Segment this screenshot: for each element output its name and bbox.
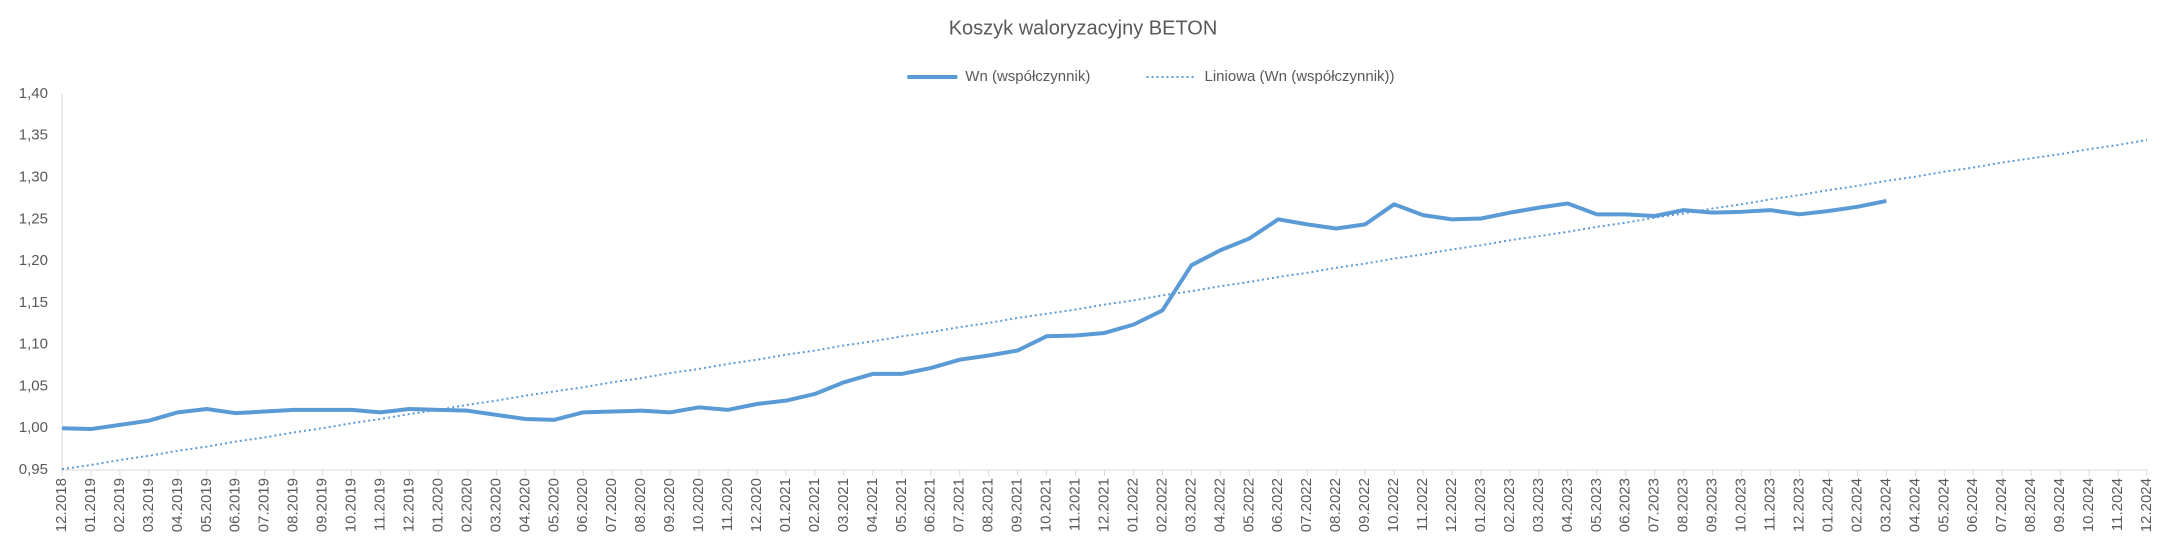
x-tick-label: 02.2024 <box>1848 478 1865 532</box>
x-tick-label: 04.2023 <box>1559 478 1576 532</box>
x-tick-label: 07.2024 <box>1993 478 2010 532</box>
x-tick-label: 08.2021 <box>980 478 997 532</box>
x-tick-label: 09.2019 <box>314 478 331 532</box>
legend-label: Wn (współczynnik) <box>965 68 1090 85</box>
y-tick-label: 1,25 <box>19 210 48 227</box>
x-tick-label: 07.2021 <box>951 478 968 532</box>
x-tick-label: 05.2023 <box>1588 478 1605 532</box>
x-tick-label: 02.2022 <box>1153 478 1170 532</box>
x-tick-label: 01.2020 <box>429 478 446 532</box>
x-tick-label: 06.2024 <box>1964 478 1981 532</box>
x-tick-label: 08.2020 <box>632 478 649 532</box>
series-line <box>61 198 1887 432</box>
x-tick-label: 04.2020 <box>516 478 533 532</box>
y-tick-label: 1,30 <box>19 169 48 186</box>
x-tick-label: 10.2021 <box>1038 478 1055 532</box>
x-tick-label: 07.2023 <box>1646 478 1663 532</box>
x-tick-label: 06.2021 <box>922 478 939 532</box>
x-tick-label: 03.2023 <box>1530 478 1547 532</box>
x-tick-label: 09.2023 <box>1704 478 1721 532</box>
x-tick-label: 11.2021 <box>1067 478 1084 531</box>
x-tick-label: 12.2023 <box>1790 478 1807 532</box>
x-tick-label: 09.2021 <box>1009 478 1026 532</box>
x-tick-label: 12.2019 <box>400 478 417 532</box>
x-tick-label: 04.2024 <box>1906 478 1923 532</box>
y-tick-label: 1,10 <box>19 336 48 353</box>
x-tick-label: 03.2022 <box>1182 478 1199 532</box>
x-tick-label: 10.2024 <box>2080 478 2097 532</box>
x-tick-label: 01.2023 <box>1472 478 1489 532</box>
x-tick-label: 03.2019 <box>140 478 157 532</box>
x-tick-label: 07.2022 <box>1298 478 1315 532</box>
x-tick-label: 01.2019 <box>82 478 99 532</box>
x-tick-label: 03.2020 <box>487 478 504 532</box>
y-tick-label: 1,35 <box>19 127 48 144</box>
x-tick-label: 12.2024 <box>2138 478 2155 532</box>
y-tick-label: 1,20 <box>19 252 48 269</box>
x-tick-label: 04.2021 <box>864 478 881 532</box>
x-tick-label: 11.2024 <box>2109 478 2126 531</box>
x-tick-label: 06.2019 <box>227 478 244 532</box>
x-tick-label: 05.2020 <box>545 478 562 532</box>
x-tick-label: 06.2023 <box>1617 478 1634 532</box>
y-tick-label: 0,95 <box>19 461 48 478</box>
x-tick-label: 05.2019 <box>198 478 215 532</box>
chart-title: Koszyk waloryzacyjny BETON <box>949 17 1218 39</box>
x-tick-label: 04.2019 <box>169 478 186 532</box>
trend-line <box>61 138 2148 471</box>
x-tick-label: 08.2022 <box>1327 478 1344 532</box>
x-tick-label: 02.2020 <box>458 478 475 532</box>
x-tick-label: 02.2019 <box>111 478 128 532</box>
x-tick-label: 01.2022 <box>1124 478 1141 532</box>
x-tick-label: 11.2023 <box>1762 478 1779 531</box>
x-tick-label: 10.2022 <box>1385 478 1402 532</box>
x-tick-label: 11.2019 <box>372 478 389 531</box>
y-tick-label: 1,40 <box>19 85 48 102</box>
x-tick-label: 06.2020 <box>574 478 591 532</box>
y-tick-label: 1,05 <box>19 377 48 394</box>
x-tick-label: 12.2021 <box>1095 478 1112 532</box>
y-tick-label: 1,15 <box>19 294 48 311</box>
x-tick-label: 05.2022 <box>1240 478 1257 532</box>
x-tick-label: 05.2021 <box>893 478 910 532</box>
x-tick-label: 07.2019 <box>256 478 273 532</box>
x-tick-label: 08.2023 <box>1675 478 1692 532</box>
x-tick-label: 01.2021 <box>777 478 794 532</box>
x-tick-label: 05.2024 <box>1935 478 1952 532</box>
x-tick-label: 06.2022 <box>1269 478 1286 532</box>
x-tick-label: 03.2021 <box>835 478 852 532</box>
x-tick-label: 02.2023 <box>1501 478 1518 532</box>
x-tick-label: 11.2020 <box>719 478 736 531</box>
y-tick-label: 1,00 <box>19 419 48 436</box>
x-tick-label: 09.2022 <box>1356 478 1373 532</box>
x-tick-label: 04.2022 <box>1211 478 1228 532</box>
x-tick-label: 09.2020 <box>661 478 678 532</box>
x-tick-label: 10.2019 <box>343 478 360 532</box>
x-tick-label: 08.2019 <box>285 478 302 532</box>
x-tick-label: 12.2018 <box>53 478 70 532</box>
x-tick-label: 12.2022 <box>1443 478 1460 532</box>
x-tick-label: 01.2024 <box>1819 478 1836 532</box>
x-tick-label: 02.2021 <box>806 478 823 532</box>
x-tick-label: 08.2024 <box>2022 478 2039 532</box>
x-tick-label: 10.2023 <box>1733 478 1750 532</box>
x-tick-label: 10.2020 <box>690 478 707 532</box>
x-tick-label: 03.2024 <box>1877 478 1894 532</box>
x-tick-label: 07.2020 <box>603 478 620 532</box>
x-tick-label: 11.2022 <box>1414 478 1431 531</box>
x-tick-label: 12.2020 <box>748 478 765 532</box>
x-tick-label: 09.2024 <box>2051 478 2068 532</box>
legend-label: Liniowa (Wn (współczynnik)) <box>1205 68 1395 85</box>
